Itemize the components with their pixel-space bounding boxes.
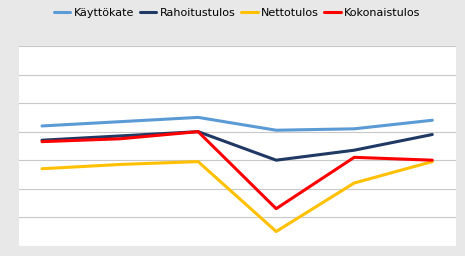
Legend: Käyttökate, Rahoitustulos, Nettotulos, Kokonaistulos: Käyttökate, Rahoitustulos, Nettotulos, K… <box>53 8 421 18</box>
